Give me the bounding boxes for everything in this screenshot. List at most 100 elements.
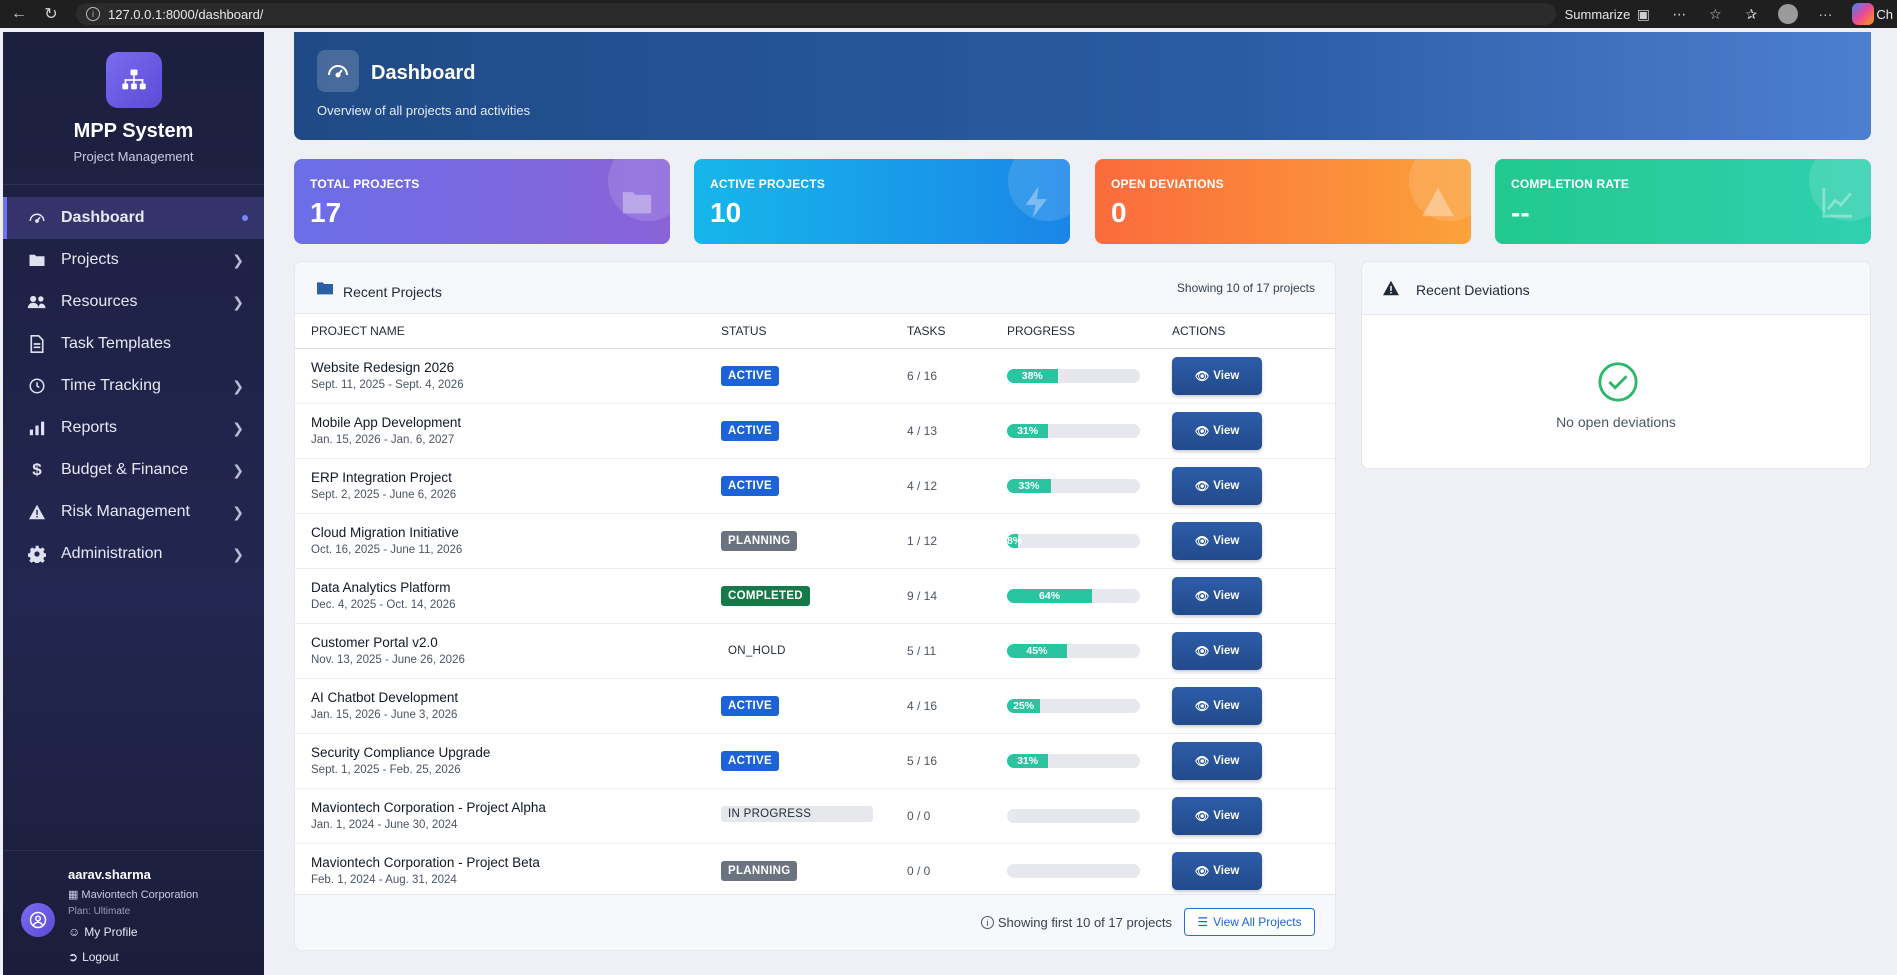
- eye-icon: 👁: [1194, 535, 1210, 548]
- sidebar-item-dashboard[interactable]: Dashboard: [3, 197, 264, 239]
- sidebar-item-label: Risk Management: [61, 503, 190, 520]
- chevron-right-icon: ❯: [232, 377, 244, 394]
- actions-cell: 👁 View: [1156, 623, 1335, 679]
- progress-fill: 8%: [1007, 533, 1023, 548]
- sidebar-item-projects[interactable]: Projects ❯: [3, 239, 264, 281]
- folder-icon: [317, 282, 333, 295]
- sidebar-item-resources[interactable]: Resources ❯: [3, 281, 264, 323]
- progress-fill: 33%: [1007, 478, 1051, 493]
- progress-cell: 8%: [991, 513, 1156, 569]
- favorite-star-icon[interactable]: ☆: [1709, 5, 1722, 22]
- stat-value: 17: [310, 197, 342, 228]
- project-name: Website Redesign 2026: [311, 360, 455, 375]
- sidebar-item-label: Reports: [61, 419, 118, 436]
- stat-label: ACTIVE PROJECTS: [710, 177, 826, 191]
- sidebar-item-budget-finance[interactable]: $ Budget & Finance ❯: [3, 449, 264, 491]
- table-row: Data Analytics Platform Dec. 4, 2025 - Oc…: [295, 568, 1335, 624]
- eye-icon: 👁: [1194, 810, 1210, 823]
- copilot-icon: [1852, 3, 1875, 25]
- actions-cell: 👁 View: [1156, 733, 1335, 789]
- sidebar-item-label: Resources: [61, 293, 138, 310]
- org-chart-icon[interactable]: [105, 52, 162, 108]
- eye-icon: 👁: [1194, 590, 1210, 603]
- user-avatar-icon[interactable]: [21, 903, 55, 937]
- progress-cell: [991, 843, 1156, 899]
- stat-card-completion-rate: COMPLETION RATE --: [1495, 159, 1871, 244]
- view-label: View: [1213, 589, 1240, 602]
- view-all-label: View All Projects: [1213, 915, 1302, 929]
- browser-menu-icon[interactable]: ···: [1818, 6, 1833, 22]
- table-row: ERP Integration Project Sept. 2, 2025 - J…: [295, 458, 1335, 514]
- progress-bar: [1007, 808, 1140, 823]
- view-label: View: [1213, 754, 1240, 767]
- sidebar-item-reports[interactable]: Reports ❯: [3, 407, 264, 449]
- progress-bar: 31%: [1007, 753, 1140, 768]
- status-cell: ACTIVE: [705, 678, 891, 734]
- table-header-row: PROJECT NAME STATUS TASKS PROGRESS ACTIO…: [295, 314, 1335, 349]
- site-info-icon[interactable]: i: [86, 7, 100, 21]
- progress-bar: 8%: [1007, 533, 1140, 548]
- status-cell: ACTIVE: [705, 348, 891, 404]
- progress-cell: [991, 788, 1156, 844]
- view-button[interactable]: 👁 View: [1172, 466, 1262, 505]
- copilot-label: Ch: [1876, 6, 1893, 22]
- my-profile-link[interactable]: ☺ My Profile: [68, 925, 138, 939]
- column-header: PROGRESS: [991, 314, 1156, 349]
- user-icon: ☺: [68, 925, 81, 939]
- browser-profile-icon[interactable]: [1778, 4, 1799, 24]
- warning-icon: [1422, 187, 1454, 217]
- table-row: Website Redesign 2026 Sept. 11, 2025 - Se…: [295, 348, 1335, 404]
- project-dates: Sept. 2, 2025 - June 6, 2026: [311, 489, 457, 501]
- showing-count: Showing 10 of 17 projects: [1176, 281, 1315, 295]
- address-bar[interactable]: i 127.0.0.1:8000/dashboard/: [76, 3, 1556, 25]
- column-header: PROJECT NAME: [295, 314, 705, 349]
- copilot-button[interactable]: Ch: [1852, 3, 1893, 25]
- logout-link[interactable]: ➲ Logout: [68, 950, 119, 964]
- sidebar-item-label: Administration: [61, 545, 163, 562]
- back-icon[interactable]: ←: [11, 5, 27, 22]
- more-circle-icon[interactable]: ⋯: [1672, 5, 1687, 22]
- progress-cell: 31%: [991, 733, 1156, 789]
- view-button[interactable]: 👁 View: [1172, 631, 1262, 670]
- actions-cell: 👁 View: [1156, 678, 1335, 734]
- table-row: Mobile App Development Jan. 15, 2026 - Ja…: [295, 403, 1335, 459]
- sidebar-item-time-tracking[interactable]: Time Tracking ❯: [3, 365, 264, 407]
- view-button[interactable]: 👁 View: [1172, 356, 1262, 395]
- warning-icon: [27, 502, 47, 522]
- sidebar-item-task-templates[interactable]: Task Templates: [3, 323, 264, 365]
- logout-label: Logout: [82, 950, 119, 964]
- table-row: Cloud Migration Initiative Oct. 16, 2025 …: [295, 513, 1335, 569]
- eye-icon: 👁: [1194, 865, 1210, 878]
- reload-icon[interactable]: ↻: [44, 6, 58, 23]
- view-button[interactable]: 👁 View: [1172, 576, 1262, 615]
- summarize-label: Summarize: [1564, 6, 1631, 22]
- project-name: Data Analytics Platform: [311, 580, 451, 595]
- view-button[interactable]: 👁 View: [1172, 686, 1262, 725]
- view-button[interactable]: 👁 View: [1172, 411, 1262, 450]
- project-name: AI Chatbot Development: [311, 690, 459, 705]
- tasks-count: 9 / 14: [891, 568, 991, 624]
- project-dates: Dec. 4, 2025 - Oct. 14, 2026: [311, 599, 456, 611]
- project-cell: Data Analytics Platform Dec. 4, 2025 - Oc…: [295, 568, 705, 624]
- summarize-button[interactable]: Summarize ▣: [1565, 5, 1653, 23]
- tasks-count: 5 / 16: [891, 733, 991, 789]
- status-badge: ACTIVE: [721, 750, 779, 771]
- view-button[interactable]: 👁 View: [1172, 741, 1262, 780]
- view-all-projects-button[interactable]: ☰ View All Projects: [1184, 908, 1315, 936]
- view-button[interactable]: 👁 View: [1172, 851, 1262, 890]
- chevron-right-icon: ❯: [232, 545, 244, 562]
- column-header: ACTIONS: [1156, 314, 1335, 349]
- table-row: Security Compliance Upgrade Sept. 1, 2025…: [295, 733, 1335, 789]
- sidebar-item-administration[interactable]: Administration ❯: [3, 533, 264, 575]
- progress-bar: 45%: [1007, 643, 1140, 658]
- status-badge: ACTIVE: [721, 365, 779, 386]
- project-name: Maviontech Corporation - Project Alpha: [311, 800, 546, 815]
- progress-cell: 33%: [991, 458, 1156, 514]
- favorites-list-icon[interactable]: ✰: [1745, 5, 1758, 22]
- view-label: View: [1213, 809, 1240, 822]
- sidebar-item-risk-management[interactable]: Risk Management ❯: [3, 491, 264, 533]
- browser-toolbar: ← ↻ i 127.0.0.1:8000/dashboard/ Summariz…: [0, 0, 1897, 28]
- view-button[interactable]: 👁 View: [1172, 521, 1262, 560]
- panel-title: Recent Deviations: [1416, 282, 1530, 298]
- view-button[interactable]: 👁 View: [1172, 796, 1262, 835]
